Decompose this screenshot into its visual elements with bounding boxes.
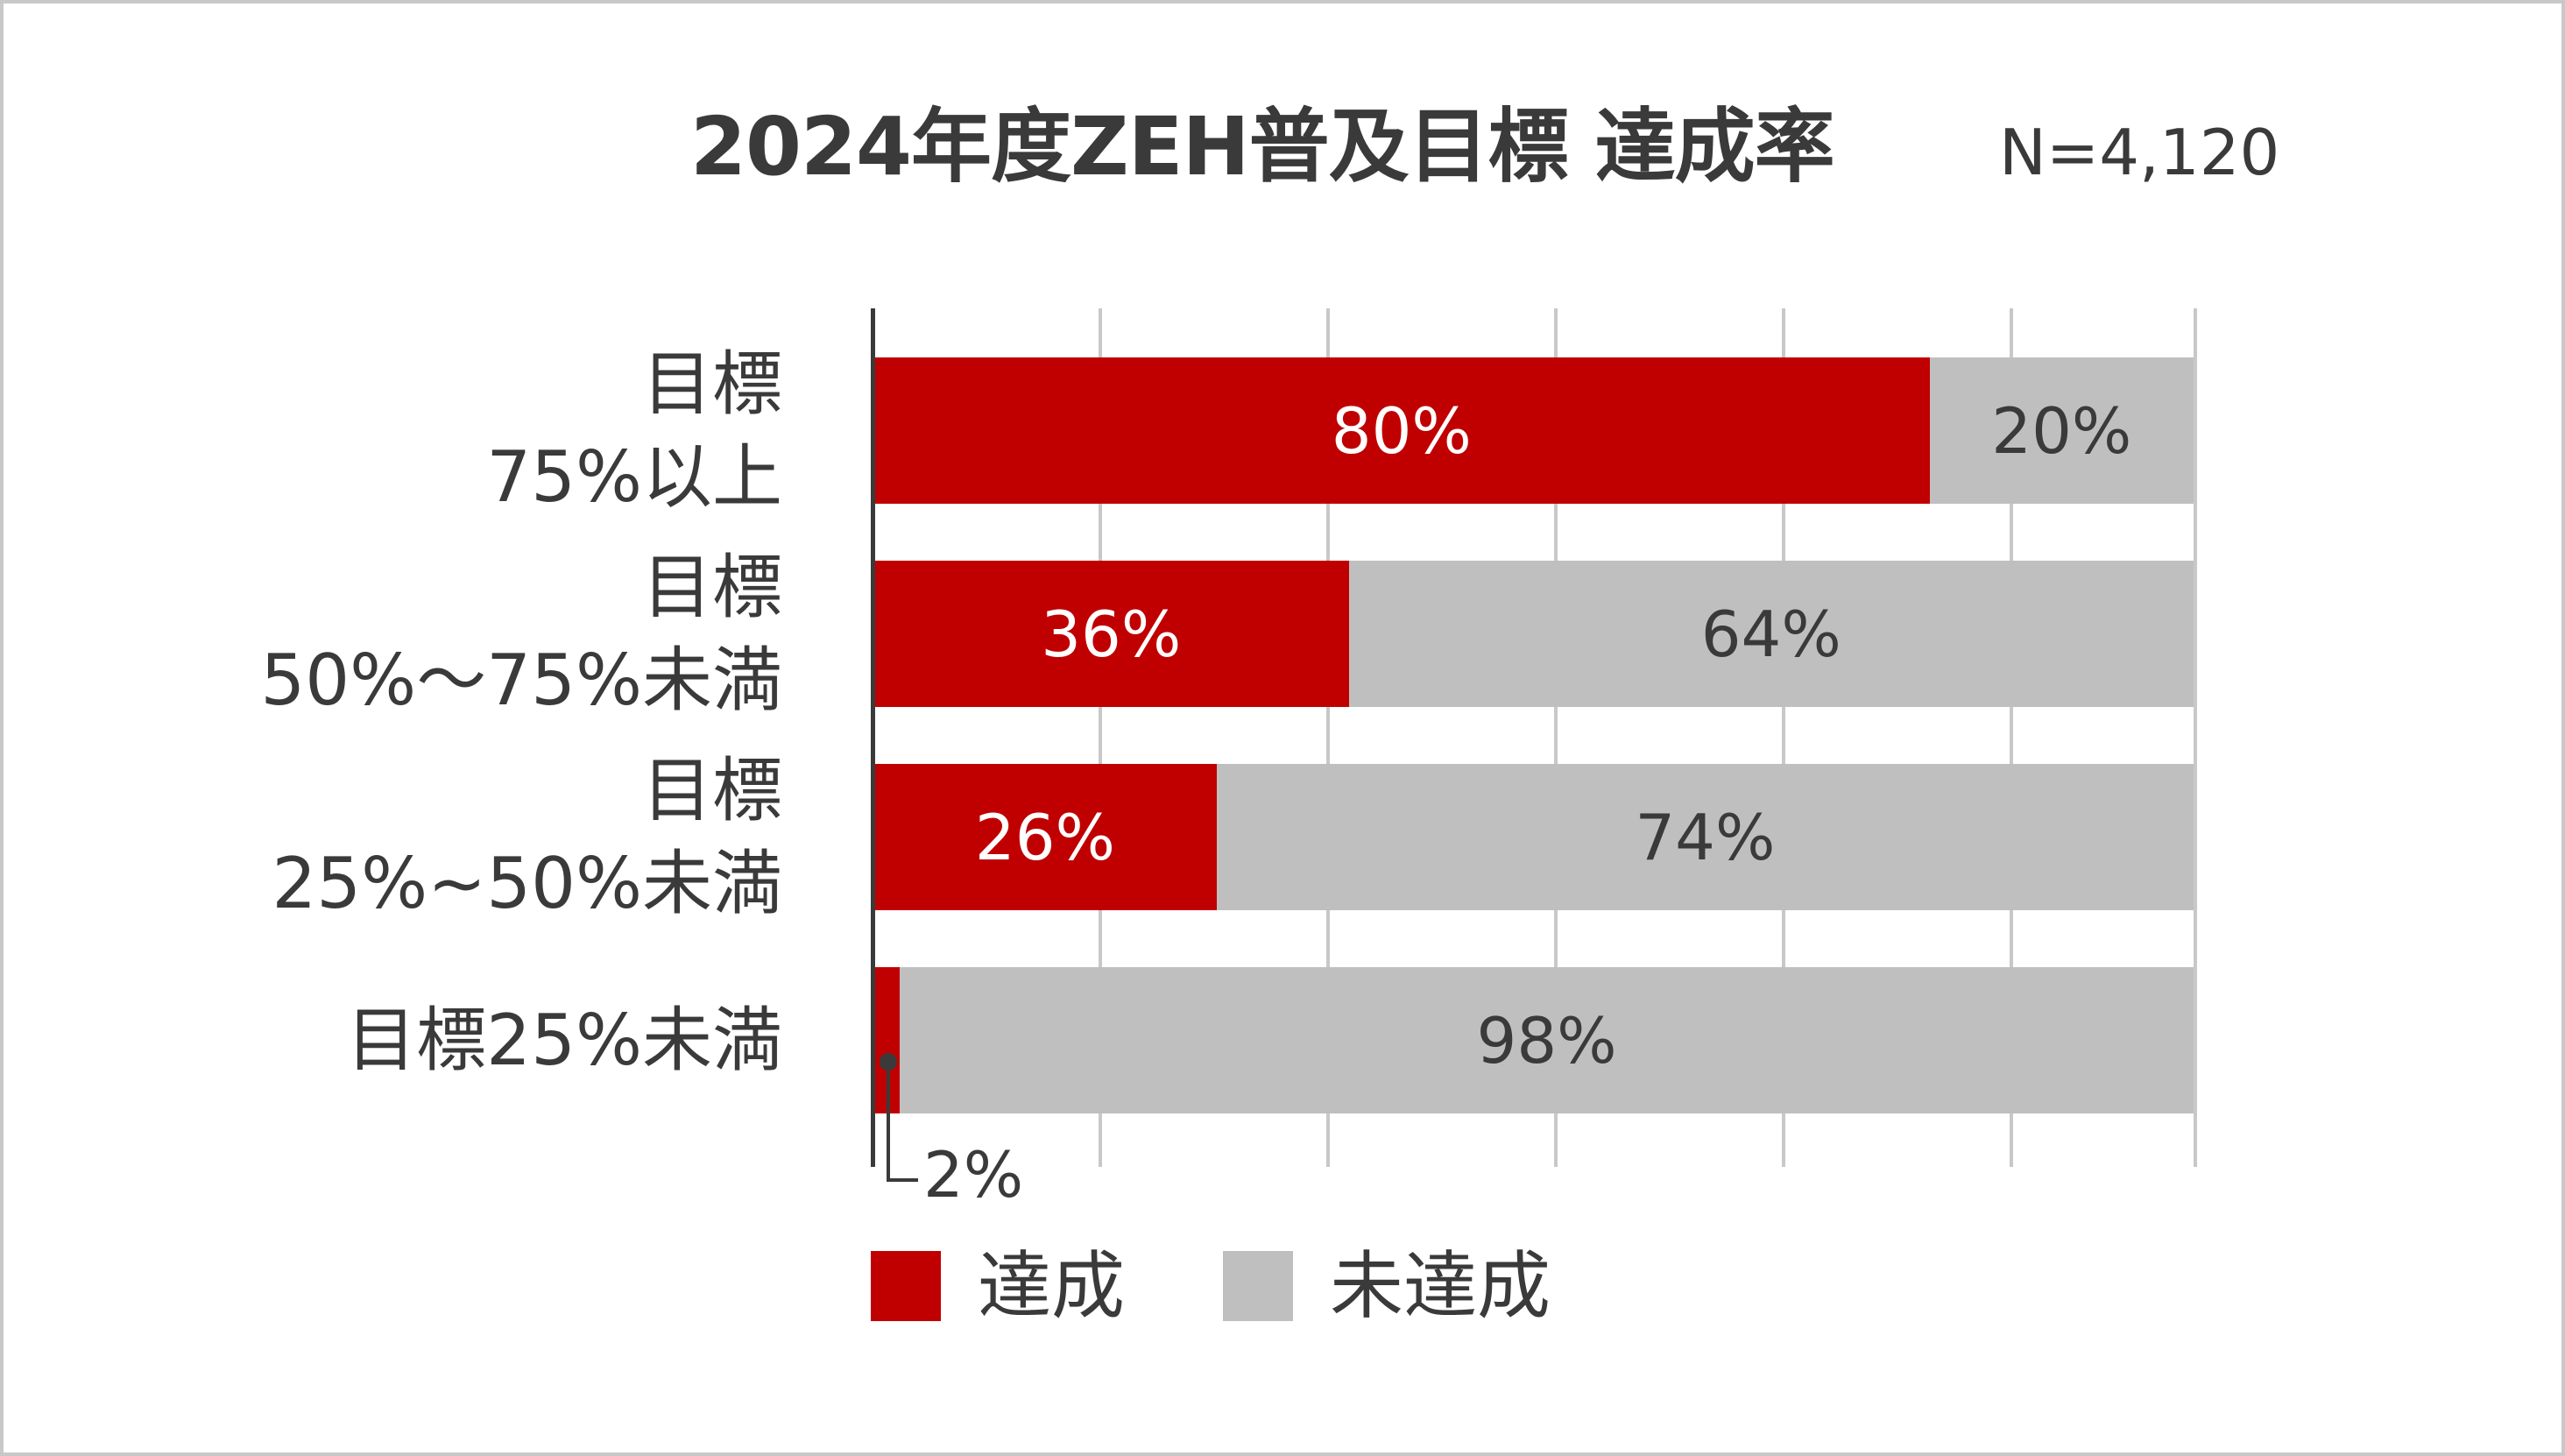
callout-leader-line: [887, 1062, 918, 1182]
bar-segment-not-achieved[interactable]: 20%: [1929, 357, 2194, 504]
category-label: 目標 50%～75%未満: [260, 541, 782, 727]
category-label: 目標 25%~50%未満: [272, 745, 782, 930]
bar-value-label: 36%: [1041, 597, 1182, 671]
bar-row: 80% 20%: [873, 357, 2194, 504]
legend-swatch-icon: [1223, 1251, 1293, 1321]
bar-segment-not-achieved[interactable]: 98%: [900, 967, 2194, 1113]
gridline: [1554, 308, 1558, 1167]
y-axis-line: [871, 308, 875, 1167]
bar-value-label: 26%: [974, 800, 1115, 874]
category-label-line2: 75%以上: [486, 436, 782, 518]
category-label-line2: 25%~50%未満: [272, 843, 782, 924]
legend-label: 達成: [978, 1243, 1126, 1329]
gridline: [1326, 308, 1330, 1167]
bar-segment-achieved[interactable]: 26%: [873, 764, 1217, 910]
legend-item-achieved[interactable]: 達成: [871, 1244, 1125, 1328]
bar-segment-not-achieved[interactable]: 64%: [1348, 561, 2194, 707]
gridline-right-edge: [2194, 308, 2197, 1167]
bar-value-label: 20%: [1991, 393, 2132, 468]
callout-label: 2%: [923, 1138, 1024, 1212]
legend-label: 未達成: [1330, 1243, 1551, 1329]
bar-value-label: 80%: [1331, 393, 1472, 468]
bar-segment-not-achieved[interactable]: 74%: [1216, 764, 2194, 910]
category-label-line1: 目標25%未満: [346, 1000, 782, 1081]
bar-value-label: 74%: [1635, 800, 1776, 874]
gridline: [1782, 308, 1785, 1167]
category-label: 目標25%未満: [346, 994, 782, 1087]
chart-title: 2024年度ZEH普及目標 達成率: [690, 100, 1835, 194]
category-label: 目標 75%以上: [486, 338, 782, 524]
sample-size-label: N=4,120: [1999, 116, 2280, 189]
bar-row: 36% 64%: [873, 561, 2194, 707]
legend-swatch-icon: [871, 1251, 941, 1321]
gridline: [2010, 308, 2013, 1167]
category-label-line1: 目標: [642, 750, 782, 831]
bar-value-label: 64%: [1700, 597, 1841, 671]
legend-item-not-achieved[interactable]: 未達成: [1223, 1244, 1551, 1328]
category-label-line2: 50%～75%未満: [260, 640, 782, 721]
bar-row: 26% 74%: [873, 764, 2194, 910]
category-label-line1: 目標: [642, 547, 782, 628]
category-label-line1: 目標: [642, 343, 782, 425]
bar-row: 98%: [873, 967, 2194, 1113]
bar-segment-achieved[interactable]: 36%: [873, 561, 1349, 707]
gridline: [1099, 308, 1102, 1167]
bar-segment-achieved[interactable]: 80%: [873, 357, 1930, 504]
bar-value-label: 98%: [1476, 1003, 1617, 1078]
